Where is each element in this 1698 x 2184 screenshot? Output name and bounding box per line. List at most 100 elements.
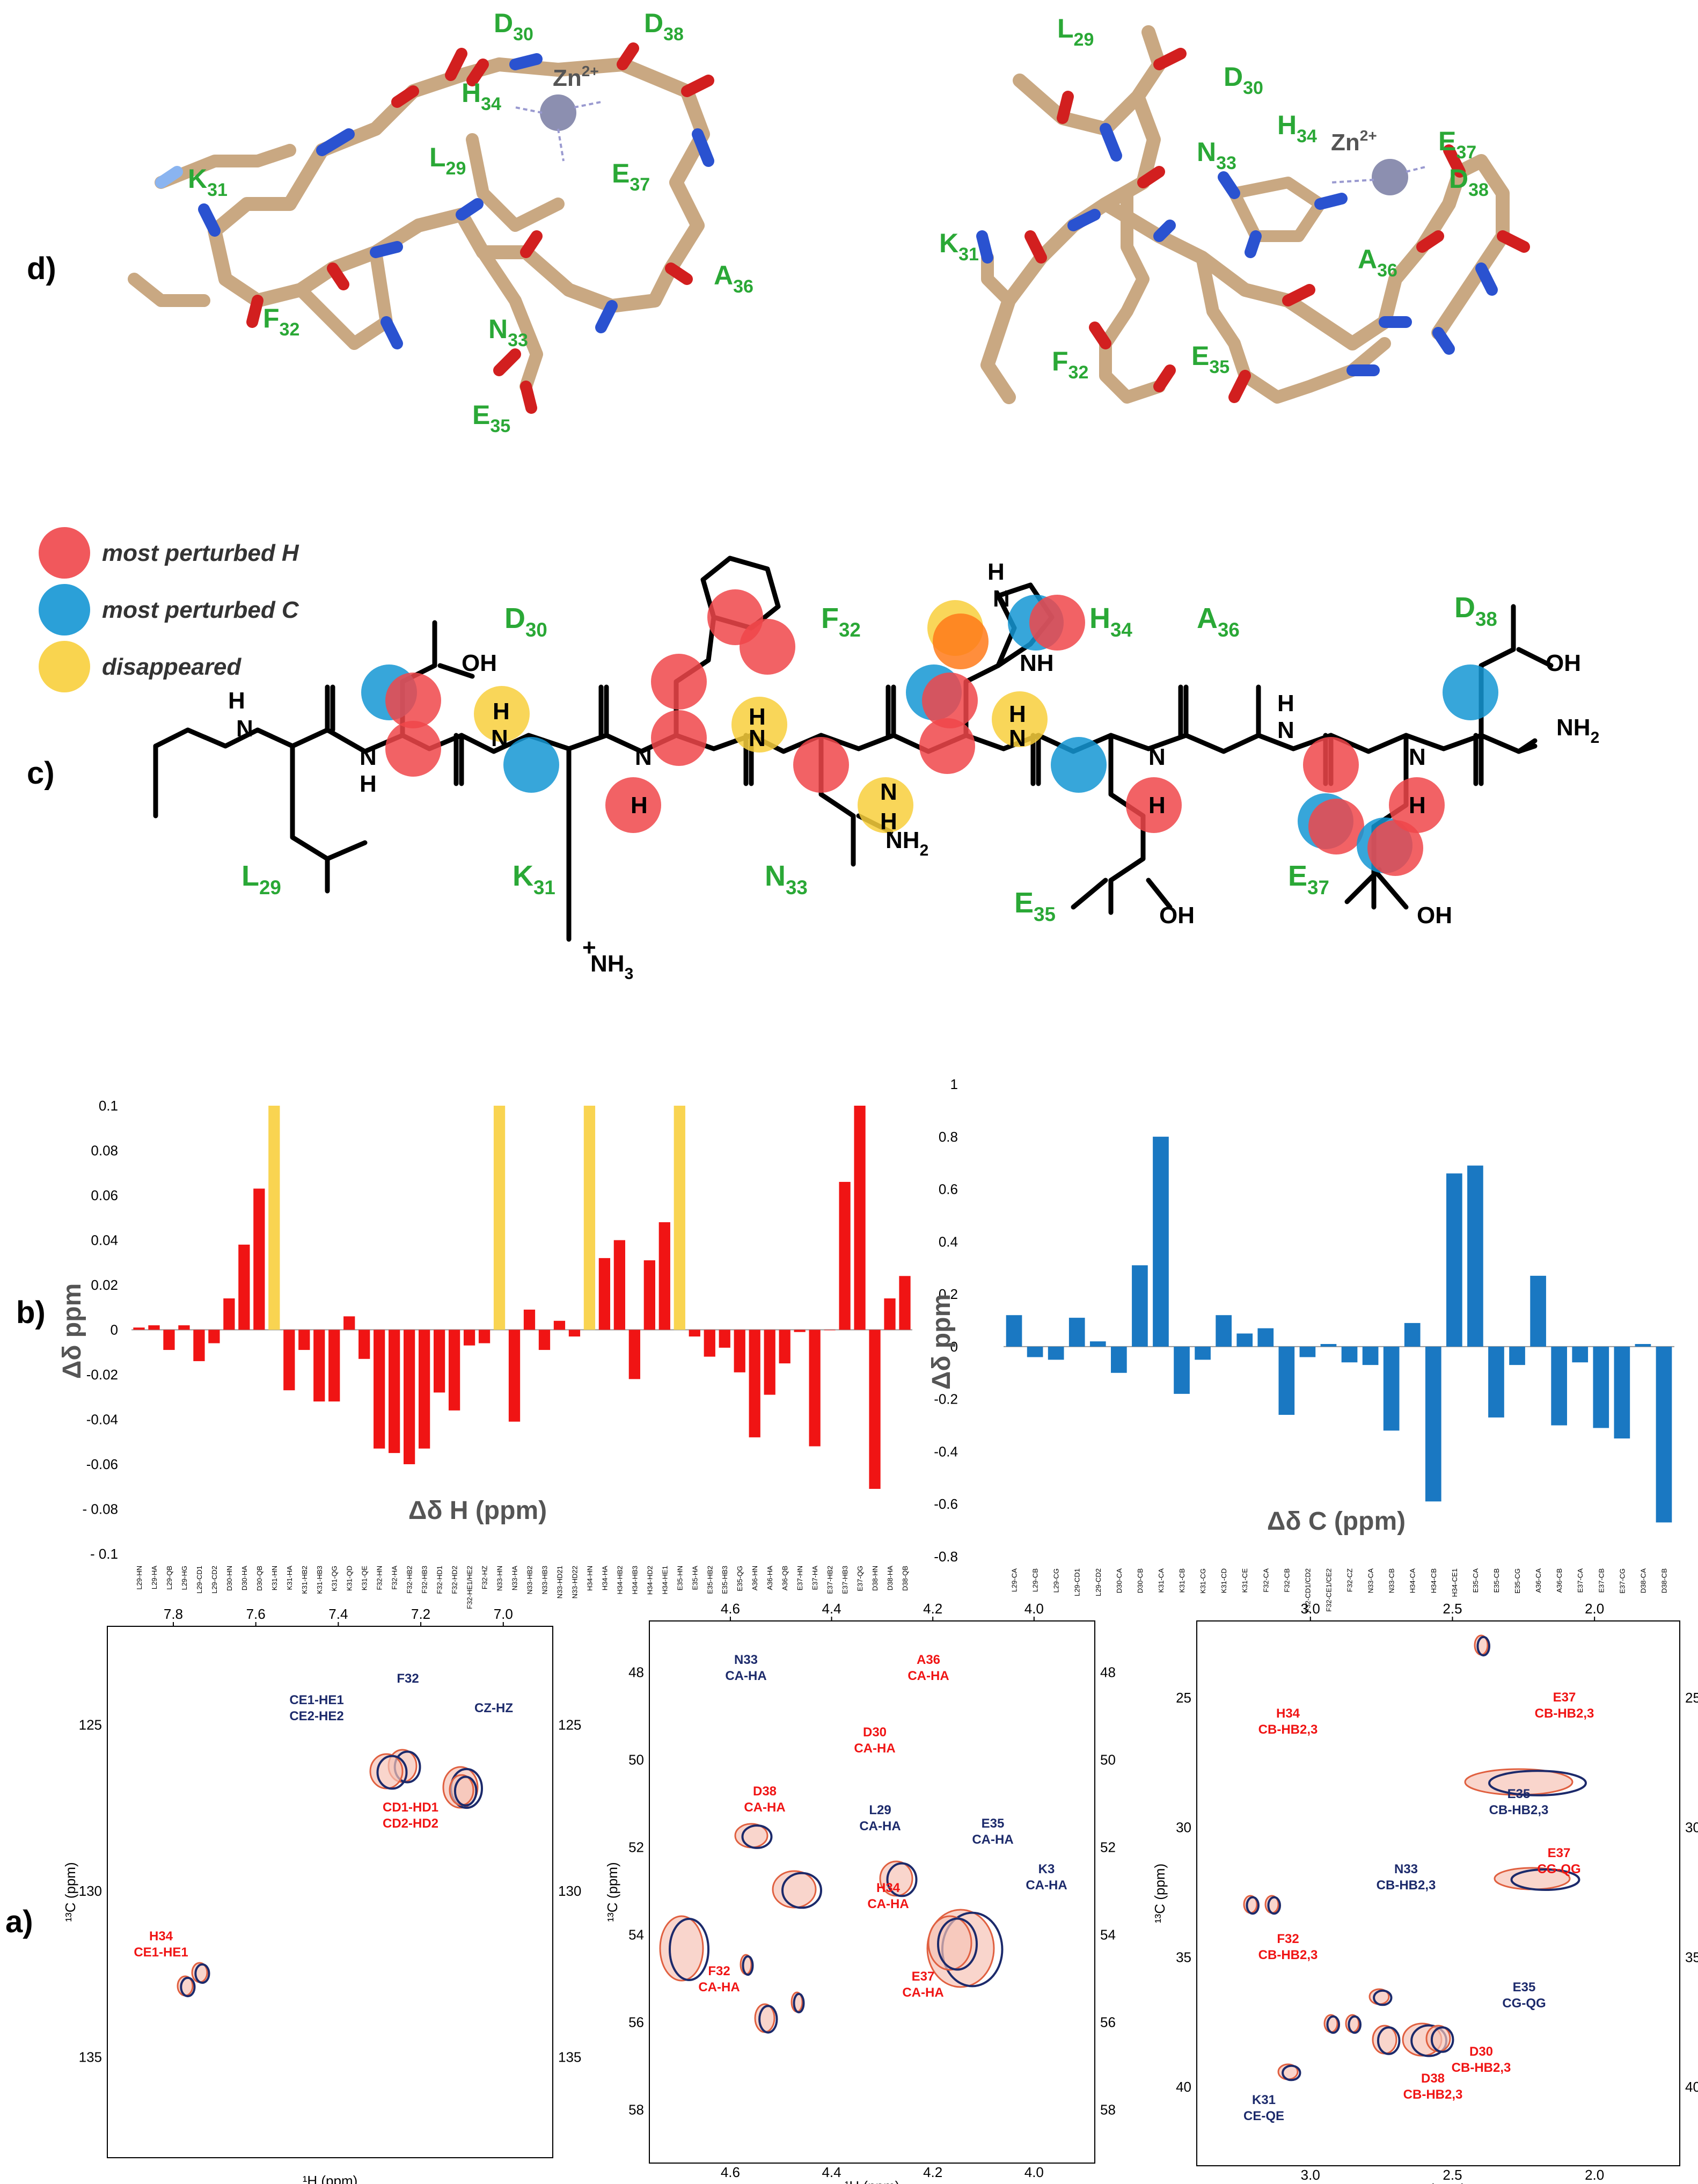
- spectrum-2: 4.6 4.6 4.4 4.4 4.2 4.2 4.0 4.0 48 48 50 50 52 52 54 54…: [604, 1601, 1116, 2184]
- right-tick-label: 52: [1100, 1839, 1116, 1856]
- top-tick-label: 7.6: [246, 1606, 266, 1622]
- left-tick-label: 54: [628, 1926, 644, 1942]
- left-tick-label: 35: [1176, 1949, 1191, 1965]
- residue-label-D38: D38: [1449, 164, 1489, 200]
- y-axis-title: ¹³C (ppm): [62, 1862, 78, 1922]
- legend-label: most perturbed C: [102, 597, 299, 623]
- bar-K31-QD: [343, 1316, 355, 1330]
- x-tick-label: K31-HN: [270, 1566, 279, 1590]
- top-tick-label: 4.0: [1024, 1601, 1044, 1617]
- x-tick-label: K31-QD: [346, 1566, 354, 1591]
- x-tick-label: N33-HD22: [570, 1566, 579, 1598]
- atom-h: H: [1277, 690, 1294, 717]
- bar-F32-CZ: [1341, 1346, 1358, 1363]
- atom-n: N: [1409, 744, 1426, 770]
- right-tick-label: 50: [1100, 1752, 1116, 1768]
- peak-label: N33 CA-HA: [725, 1653, 766, 1683]
- x-tick-label: D30-CB: [1136, 1568, 1144, 1593]
- x-tick-label: K31-CD: [1220, 1568, 1228, 1593]
- x-axis-title: ¹H (ppm): [1411, 2181, 1466, 2184]
- residue-label-D38: D38: [1454, 591, 1497, 630]
- atom-n: N: [635, 744, 652, 770]
- y-tick-label: 0.08: [91, 1143, 118, 1159]
- residue-label-K31: K31: [188, 164, 228, 200]
- peak-contour-navy: [758, 2005, 778, 2034]
- bar-H34-HB2: [613, 1240, 626, 1330]
- bar-F32-HB2: [404, 1330, 415, 1464]
- x-tick-label: F32-CB: [1283, 1568, 1291, 1593]
- atom-n: N: [236, 715, 253, 742]
- x-axis-title: ¹H (ppm): [845, 2178, 900, 2184]
- right-tick-label: 30: [1685, 1820, 1698, 1836]
- x-tick-label: N33-CA: [1367, 1568, 1375, 1594]
- residue-label-H34: H34: [1277, 110, 1317, 147]
- left-tick-label: 25: [1176, 1690, 1191, 1706]
- peak-contour-navy: [376, 1755, 408, 1790]
- right-tick-label: 40: [1685, 2079, 1698, 2095]
- bar-H34-CE1: [1446, 1173, 1462, 1347]
- bar-N33-HD22: [568, 1330, 581, 1337]
- x-tick-label: D30-HA: [240, 1566, 248, 1591]
- bar-L29-CD2: [1089, 1341, 1106, 1347]
- legend: most perturbed H most perturbed C disappea…: [39, 527, 299, 692]
- residue-label-E37: E37: [612, 158, 650, 195]
- top-tick-label: 7.2: [411, 1606, 430, 1622]
- peak-contour-navy: [1377, 2026, 1401, 2055]
- peak-contour-navy: [180, 1976, 196, 1998]
- residue-label-A36: A36: [714, 260, 753, 297]
- x-tick-label: K31-CG: [1199, 1568, 1207, 1594]
- x-tick-label: D30-CA: [1115, 1568, 1123, 1594]
- x-tick-label: F32-HB3: [421, 1566, 429, 1594]
- peak-label: L29 CA-HA: [859, 1803, 901, 1834]
- atom-oh: OH: [1159, 902, 1195, 929]
- top-tick-label: 2.0: [1585, 1601, 1604, 1617]
- peak-label: E37 CB-HB2,3: [1535, 1690, 1594, 1721]
- spectrum-1: 7.8 7.6 7.4 7.2 7.0 125 125 130 130 135 135 ¹H (ppm…: [62, 1606, 581, 2184]
- peak-label: H34 CB-HB2,3: [1258, 1706, 1318, 1737]
- bar-E35-HB3: [719, 1330, 730, 1348]
- bar-E37-HA: [809, 1330, 821, 1447]
- peak-contour-navy: [742, 1955, 754, 1976]
- atom-n: N: [360, 744, 377, 770]
- x-tick-label: E35-HB2: [706, 1566, 714, 1594]
- perturbation-circle: [1303, 737, 1359, 793]
- atom-h: H: [228, 688, 245, 714]
- peak-contour-navy: [1282, 2064, 1301, 2081]
- perturbation-circle: [919, 718, 975, 774]
- peak-contour-red: [659, 1915, 704, 1982]
- bar-H34-HA: [598, 1258, 611, 1330]
- x-tick-label: H34-HB2: [616, 1566, 624, 1594]
- atom-n: N: [1277, 717, 1294, 743]
- x-tick-label: D38-HA: [886, 1566, 894, 1591]
- peak-contour-navy: [1348, 2015, 1362, 2034]
- x-tick-label: H34-CA: [1409, 1568, 1417, 1594]
- bar-F32-CE1/CE2: [1320, 1344, 1337, 1347]
- x-tick-label: F32-CE1/CE2: [1324, 1568, 1333, 1612]
- x-tick-label: F32-CA: [1262, 1568, 1270, 1593]
- x-tick-label: F32-HD1: [436, 1566, 444, 1594]
- perturbation-circle: [740, 619, 795, 675]
- left-tick-label: 130: [79, 1883, 102, 1899]
- top-tick-label: 4.6: [721, 1601, 740, 1617]
- bar-F32-HA: [389, 1330, 400, 1453]
- x-tick-label: L29-HA: [150, 1566, 158, 1589]
- bar-A36-CA: [1530, 1275, 1546, 1347]
- x-tick-label: L29-CB: [1031, 1568, 1040, 1592]
- bar-L29-CA: [1006, 1315, 1022, 1347]
- atom-h: H: [987, 559, 1005, 585]
- peak-label: CD1-HD1 CD2-HD2: [383, 1800, 438, 1831]
- left-heteroatoms: [155, 42, 714, 414]
- atom-n: N: [749, 725, 766, 751]
- x-tick-label: L29-CD1: [1073, 1568, 1081, 1596]
- perturbation-circle: [1443, 664, 1498, 720]
- bar-K31-HB3: [313, 1330, 325, 1402]
- residue-label-L29: L29: [241, 860, 281, 899]
- bar-E35-HB2: [704, 1330, 715, 1357]
- peak-label: D38 CA-HA: [744, 1784, 785, 1815]
- x-tick-label: N33-HB2: [525, 1566, 533, 1594]
- bar-E37-CA: [1572, 1346, 1589, 1363]
- top-tick-label: 2.5: [1443, 1601, 1462, 1617]
- bar-H34-HD2: [643, 1260, 655, 1330]
- residue-label-E37: E37: [1288, 860, 1329, 899]
